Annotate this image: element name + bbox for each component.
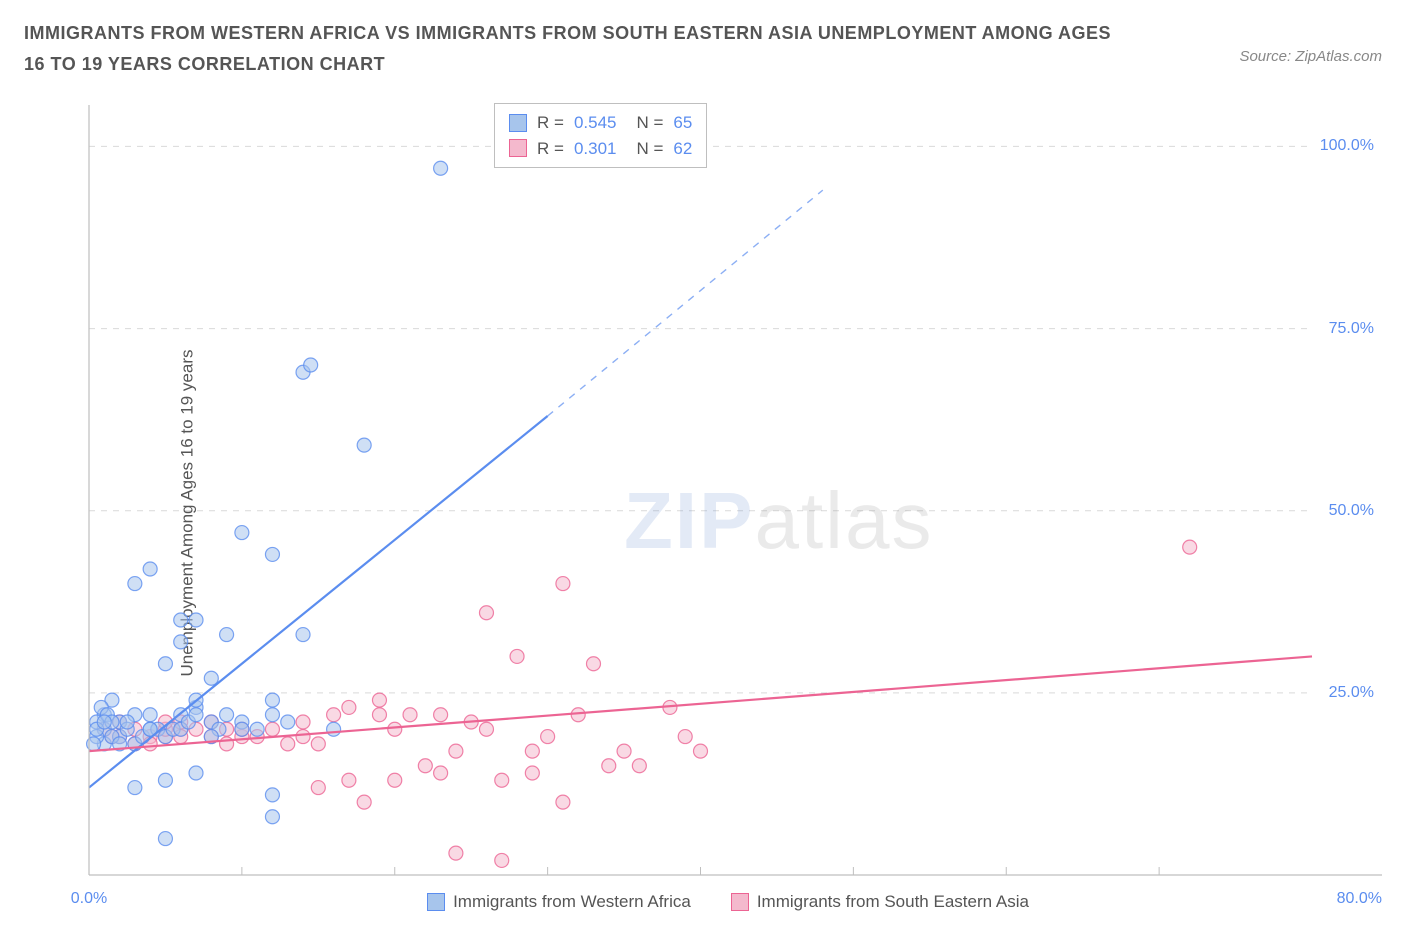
legend-label-a: Immigrants from Western Africa [453,892,691,912]
legend-swatch-a [427,893,445,911]
chart-title: IMMIGRANTS FROM WESTERN AFRICA VS IMMIGR… [24,18,1124,79]
legend-swatch-b [731,893,749,911]
y-tick-label: 100.0% [1320,137,1374,155]
legend-label-b: Immigrants from South Eastern Asia [757,892,1029,912]
scatter-plot: 25.0%50.0%75.0%100.0% ZIPatlas R =0.545N… [84,105,1382,880]
source-text: Source: ZipAtlas.com [1239,48,1382,65]
y-tick-label: 75.0% [1329,320,1374,338]
y-tick-label: 50.0% [1329,502,1374,520]
bottom-legend: Immigrants from Western Africa Immigrant… [74,892,1382,912]
y-tick-label: 25.0% [1329,684,1374,702]
stats-legend: R =0.545N =65R =0.301N =62 [494,103,707,168]
